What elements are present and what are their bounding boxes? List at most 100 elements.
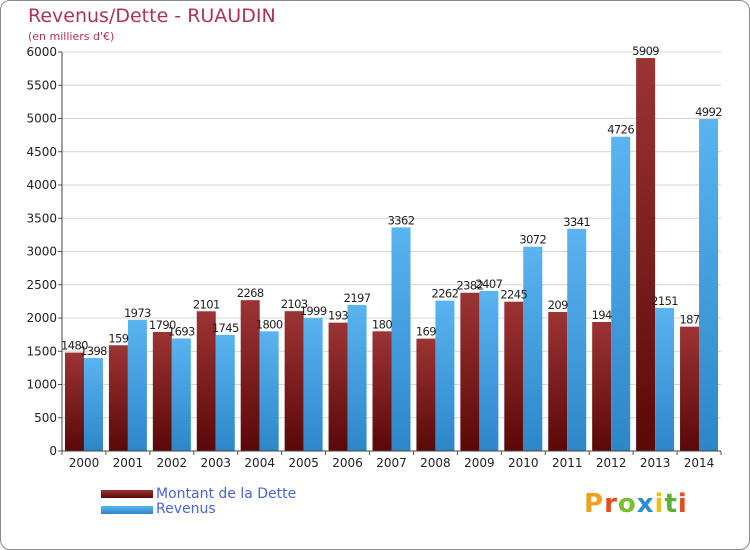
bar-revenus [655, 307, 675, 451]
data-label-dette: 180 [372, 317, 392, 331]
bar-dette [680, 326, 700, 451]
y-tick-label: 3000 [26, 245, 57, 259]
data-label-revenus: 1745 [212, 321, 239, 335]
data-label-dette: 2101 [193, 297, 220, 311]
legend-label-dette: Montant de la Dette [156, 486, 297, 502]
x-tick-label: 2007 [376, 456, 407, 470]
logo-letter: i [654, 489, 665, 519]
bar-revenus [347, 304, 367, 451]
y-tick-label: 2000 [26, 311, 57, 325]
bar-dette [592, 321, 612, 451]
data-label-dette: 1790 [149, 318, 176, 332]
logo-letter: t [664, 489, 678, 519]
logo-letter: P [584, 489, 605, 519]
data-label-revenus: 2197 [344, 291, 371, 305]
y-tick-label: 2500 [26, 278, 57, 292]
y-tick-label: 4000 [26, 178, 57, 192]
data-label-revenus: 2407 [475, 277, 502, 291]
bar-revenus [83, 358, 103, 451]
data-label-dette: 159 [108, 331, 128, 345]
data-label-revenus: 1800 [256, 317, 283, 331]
x-tick-label: 2005 [288, 456, 319, 470]
bars [64, 58, 719, 452]
axes: 0 500 1000 1500 2000 2500 3000 3500 4000 4500 5000… [26, 45, 722, 470]
bar-revenus [127, 319, 147, 451]
x-tick-label: 2000 [69, 456, 100, 470]
data-label-revenus: 2262 [431, 287, 458, 301]
x-tick-label: 2014 [684, 456, 715, 470]
bar-revenus [567, 228, 587, 451]
data-label-revenus: 1999 [300, 304, 327, 318]
bar-revenus [391, 227, 411, 451]
bar-revenus [303, 318, 323, 451]
legend-swatch-revenus [101, 506, 153, 514]
y-tick-label: 5000 [26, 112, 57, 126]
x-tick-label: 2001 [113, 456, 144, 470]
y-tick-label: 4500 [26, 145, 57, 159]
legend [101, 490, 153, 514]
data-label-dette: 2103 [281, 297, 308, 311]
data-label-dette: 187 [679, 313, 699, 327]
proxiti-logo: Proxiti [584, 489, 688, 519]
data-label-dette: 169 [416, 325, 436, 339]
bar-dette [372, 331, 392, 451]
y-tick-label: 6000 [26, 45, 57, 59]
data-label-dette: 209 [548, 298, 568, 312]
data-label-revenus: 1398 [80, 344, 107, 358]
x-tick-label: 2003 [200, 456, 231, 470]
bar-dette [328, 322, 348, 451]
y-tick-label: 3500 [26, 211, 57, 225]
y-tick-label: 0 [49, 444, 57, 458]
y-tick-label: 1500 [26, 344, 57, 358]
x-tick-label: 2012 [596, 456, 627, 470]
data-label-revenus: 1693 [168, 324, 195, 338]
logo-letter: r [604, 489, 618, 519]
data-label-revenus: 2151 [651, 294, 678, 308]
legend-label-revenus: Revenus [156, 501, 216, 517]
bar-dette [64, 352, 84, 451]
data-label-revenus: 3341 [563, 215, 590, 229]
x-tick-label: 2009 [464, 456, 495, 470]
data-label-revenus: 4992 [695, 105, 722, 119]
bar-revenus [435, 300, 455, 451]
data-label-dette: 194 [592, 308, 612, 322]
bar-dette [504, 301, 524, 451]
x-tick-label: 2013 [640, 456, 671, 470]
bar-dette [416, 338, 436, 451]
chart-title: Revenus/Dette - RUAUDIN [28, 5, 276, 27]
bar-revenus [611, 136, 631, 451]
bar-dette [196, 311, 216, 451]
bar-dette [460, 292, 480, 451]
logo-letter: x [636, 489, 655, 519]
x-tick-label: 2011 [552, 456, 583, 470]
bar-revenus [699, 119, 719, 452]
bar-revenus [259, 331, 279, 451]
legend-swatch-dette [101, 490, 153, 498]
data-label-revenus: 3072 [519, 233, 546, 247]
logo-letter: o [617, 489, 637, 519]
y-tick-label: 5500 [26, 78, 57, 92]
bar-dette [548, 312, 568, 451]
data-label-revenus: 4726 [607, 123, 634, 137]
data-label-dette: 193 [328, 309, 348, 323]
logo-letter: i [677, 489, 688, 519]
data-label-dette: 2382 [456, 279, 483, 293]
bar-dette [108, 345, 128, 451]
data-label-revenus: 3362 [388, 213, 415, 227]
data-label-dette: 2245 [500, 288, 527, 302]
chart-subtitle: (en milliers d'€) [28, 30, 115, 43]
bar-revenus [479, 290, 499, 451]
x-tick-label: 2008 [420, 456, 451, 470]
bar-revenus [171, 338, 191, 451]
x-tick-label: 2002 [157, 456, 188, 470]
data-label-dette: 5909 [632, 44, 659, 58]
x-tick-label: 2006 [332, 456, 363, 470]
y-tick-label: 500 [34, 411, 57, 425]
x-tick-label: 2010 [508, 456, 539, 470]
data-label-dette: 1480 [61, 339, 88, 353]
bar-revenus [523, 246, 543, 451]
bar-dette [240, 300, 260, 451]
